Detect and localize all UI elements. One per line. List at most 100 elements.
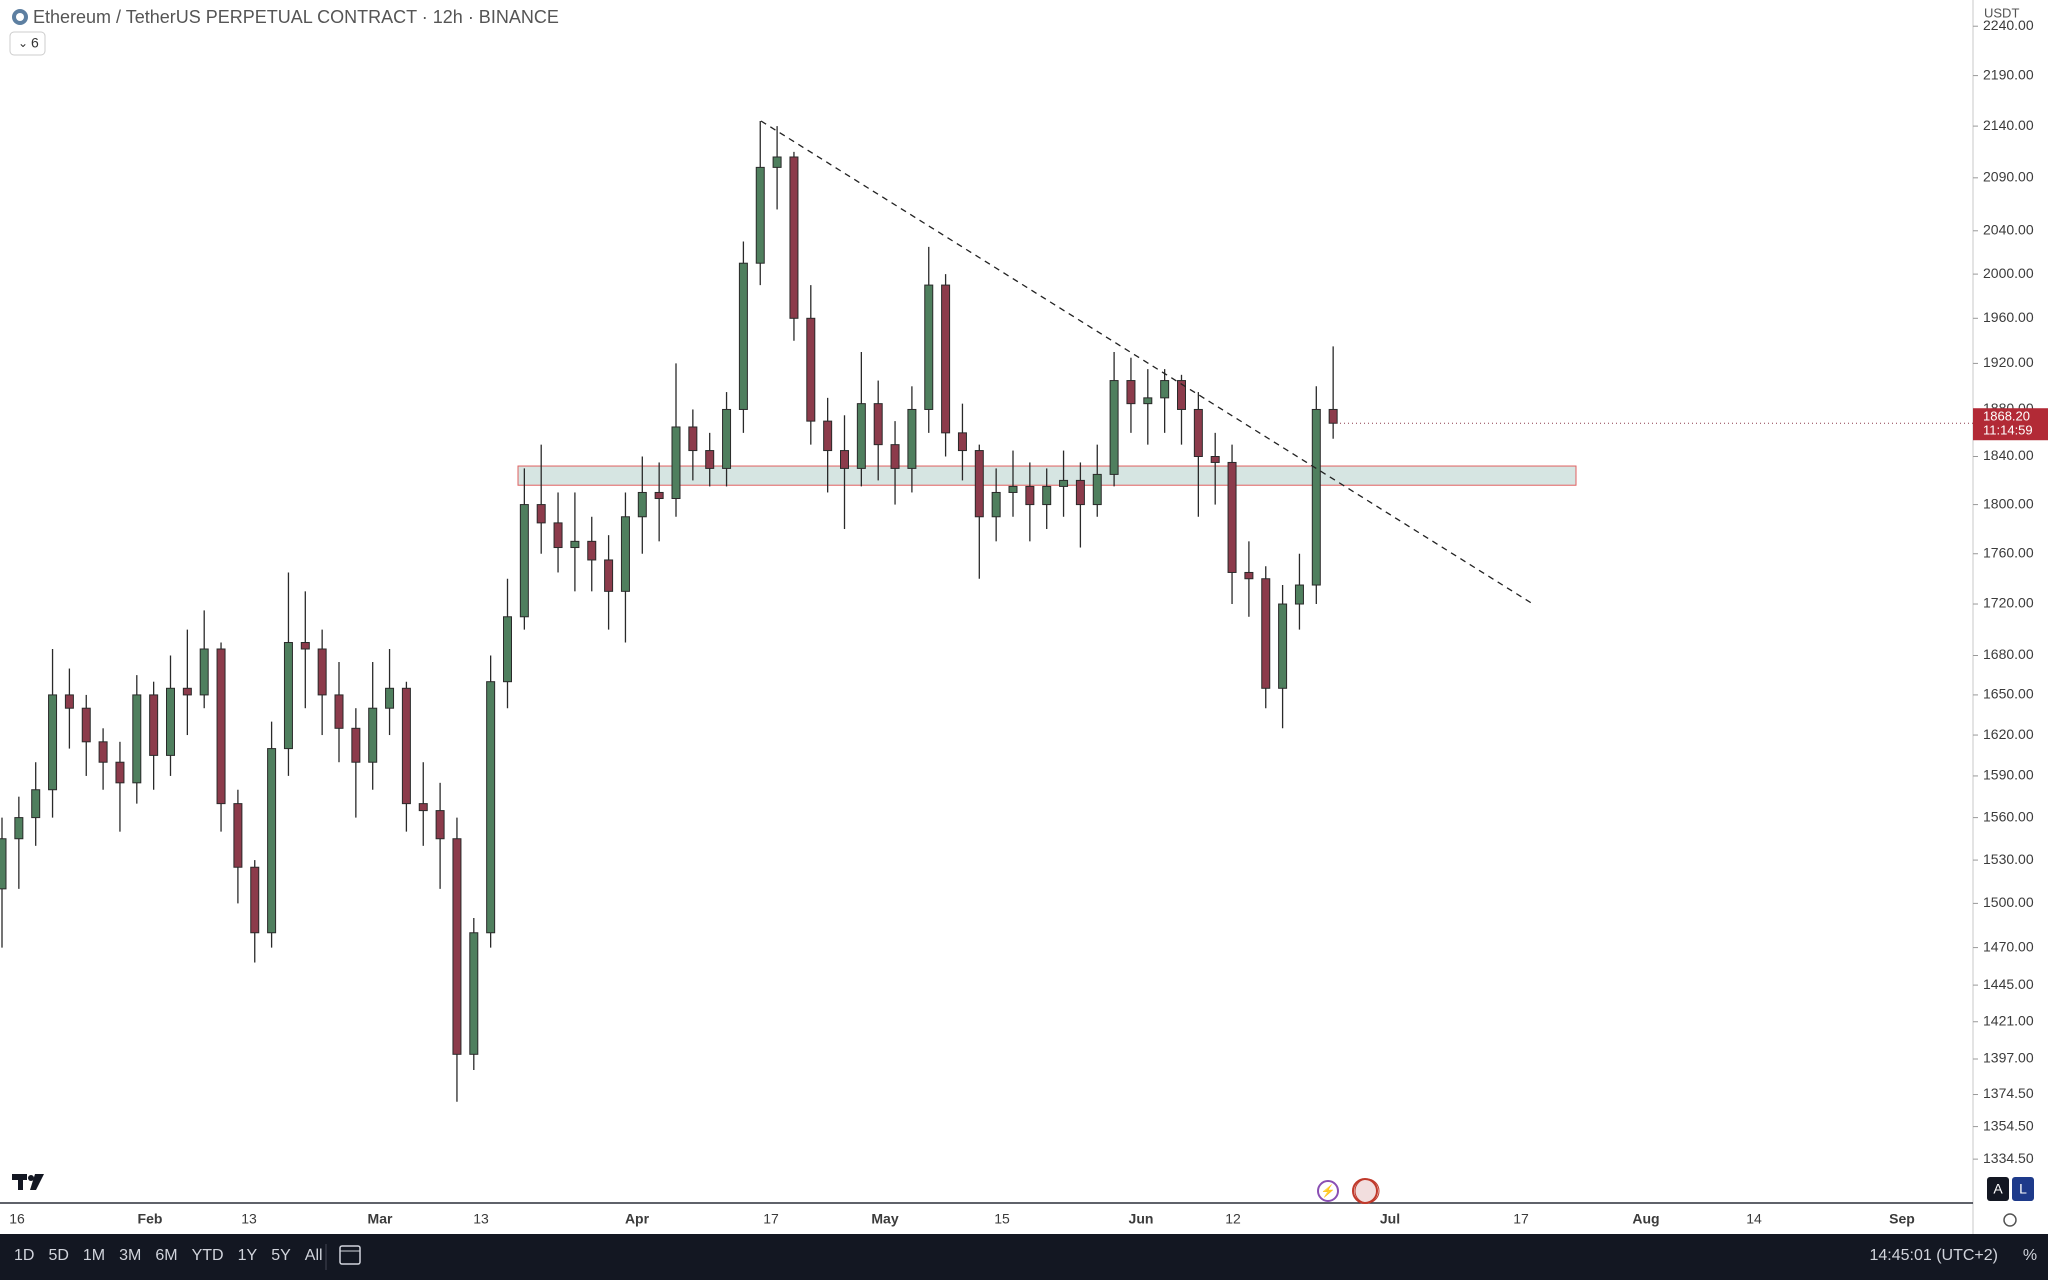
candle-body [806, 317, 816, 422]
candle-body [385, 687, 395, 709]
candle-body [1143, 397, 1153, 405]
symbol-icon [12, 9, 28, 25]
candle-body [907, 408, 917, 469]
indicators-count: 6 [31, 35, 39, 51]
candle-body [1109, 380, 1119, 475]
candle-body [620, 516, 630, 592]
bottom-toolbar [0, 1234, 2048, 1280]
candle-body [587, 540, 597, 561]
y-tick-label: 1620.00 [1983, 726, 2034, 742]
candle-body [64, 694, 74, 709]
y-tick-label: 1530.00 [1983, 851, 2034, 867]
candle-body [823, 420, 833, 452]
candle-body [149, 694, 159, 756]
candle-body [283, 642, 293, 750]
tv-logo [12, 1174, 44, 1190]
candle-body [115, 761, 125, 784]
y-tick-label: 2040.00 [1983, 221, 2034, 237]
candle-body [671, 426, 681, 500]
candle-body [418, 803, 428, 812]
candle-body [1075, 479, 1085, 506]
candle-body [1278, 603, 1288, 689]
chevron: ⌄ [18, 36, 28, 50]
candle-body [351, 727, 361, 763]
candle-body [570, 540, 580, 549]
candle-body [48, 694, 58, 791]
range-button[interactable]: YTD [192, 1247, 224, 1264]
candle-body [1042, 485, 1052, 506]
auto-scale-label: A [1993, 1181, 2003, 1197]
range-button[interactable]: All [305, 1247, 323, 1264]
event-icons[interactable]: ⚡ [1317, 1178, 1380, 1204]
y-tick-label: 1760.00 [1983, 544, 2034, 560]
candle-body [890, 444, 900, 469]
candle-body [957, 432, 967, 452]
candle-body [1059, 479, 1069, 487]
y-tick-label: 1421.00 [1983, 1012, 2034, 1028]
y-tick-label: 1374.50 [1983, 1085, 2034, 1101]
candle-body [654, 491, 664, 500]
candle-body [941, 284, 951, 434]
candle-body [132, 694, 142, 784]
y-tick-label: 1445.00 [1983, 976, 2034, 992]
range-button[interactable]: 6M [155, 1247, 177, 1264]
candle-body [1126, 380, 1136, 405]
calendar-icon[interactable] [339, 1245, 361, 1265]
candle-body [250, 866, 260, 934]
range-button[interactable]: 1M [83, 1247, 105, 1264]
candle-body [1092, 473, 1102, 506]
x-tick-label: 17 [1513, 1211, 1529, 1227]
candle-body [705, 450, 715, 469]
countdown-label: 11:14:59 [1983, 423, 2033, 438]
log-scale-button[interactable] [2012, 1177, 2034, 1201]
candle-body [789, 156, 799, 319]
candle-body [503, 616, 512, 683]
currency-label[interactable]: USDT [1984, 5, 2019, 20]
candle-body [1177, 380, 1186, 410]
y-tick-label: 2240.00 [1983, 17, 2034, 33]
candle-body [166, 687, 175, 756]
x-tick-label: 16 [9, 1211, 25, 1227]
x-tick-label: Jun [1129, 1211, 1154, 1227]
candle-body [856, 403, 866, 469]
candle-body [1328, 408, 1338, 424]
candle-body [1193, 408, 1203, 458]
indicators-toggle[interactable] [9, 31, 46, 56]
candle-body [14, 817, 24, 840]
x-tick-label: Mar [368, 1211, 393, 1227]
range-button[interactable]: 3M [119, 1247, 141, 1264]
candle-body [300, 642, 310, 650]
x-tick-label: Jul [1380, 1211, 1400, 1227]
range-button[interactable]: 1Y [238, 1247, 258, 1264]
y-tick-label: 2140.00 [1983, 117, 2034, 133]
x-tick-label: Apr [625, 1211, 650, 1227]
candle-body [1294, 584, 1304, 605]
candle-body [873, 403, 883, 446]
candle-body [1261, 578, 1271, 689]
range-button[interactable]: 1D [14, 1247, 34, 1264]
clock[interactable]: 14:45:01 (UTC+2) [1869, 1247, 1998, 1264]
candle-body [738, 262, 748, 410]
candle-body [199, 648, 209, 696]
candle-body [924, 284, 934, 410]
range-button[interactable]: 5Y [271, 1247, 291, 1264]
y-tick-label: 1334.50 [1983, 1150, 2034, 1166]
x-tick-label: 14 [1746, 1211, 1762, 1227]
settings-icon[interactable] [2003, 1213, 2017, 1227]
x-tick-label: Aug [1632, 1211, 1659, 1227]
range-button[interactable]: 5D [48, 1247, 68, 1264]
auto-scale-button[interactable] [1987, 1177, 2009, 1201]
candle-body [334, 694, 344, 729]
y-tick-label: 1397.00 [1983, 1050, 2034, 1066]
x-tick-label: 15 [994, 1211, 1010, 1227]
candle-body [991, 491, 1001, 518]
trendline [760, 120, 1536, 606]
x-tick-label: 17 [763, 1211, 779, 1227]
y-tick-label: 1680.00 [1983, 646, 2034, 662]
candle-body [772, 156, 782, 168]
y-tick-label: 1560.00 [1983, 808, 2034, 824]
log-scale-label: L [2019, 1181, 2027, 1197]
percent-toggle[interactable]: % [2023, 1247, 2037, 1264]
